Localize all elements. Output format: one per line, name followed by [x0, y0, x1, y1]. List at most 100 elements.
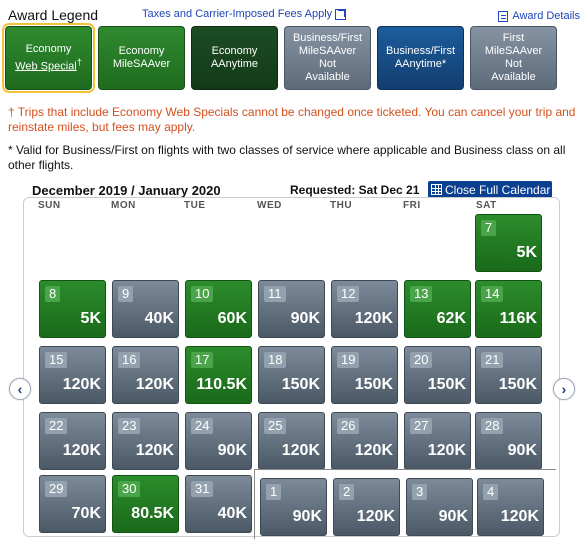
award-legend: Economy Web Special† Economy MileSAAver …: [2, 23, 557, 93]
calendar-day-cell[interactable]: 2 120K: [333, 478, 400, 536]
business-first-note: * Valid for Business/First on flights wi…: [8, 143, 566, 172]
calendar-day-cell[interactable]: 19 150K: [331, 346, 398, 404]
calendar-day-cell[interactable]: 29 70K: [39, 475, 106, 533]
miles-value: 120K: [135, 442, 174, 459]
miles-value: 90K: [290, 310, 320, 327]
day-number: 21: [481, 352, 504, 368]
legend-line: Business/First: [292, 32, 363, 44]
calendar-month-label: December 2019 / January 2020: [32, 183, 221, 198]
legend-business-milesaaver[interactable]: Business/First MileSAAver Not Available: [284, 26, 371, 90]
miles-value: 120K: [281, 442, 320, 459]
day-number: 29: [45, 481, 68, 497]
calendar-day-cell[interactable]: 31 40K: [185, 475, 252, 533]
calendar-day-cell[interactable]: 8 5K: [39, 280, 106, 338]
calendar-day-cell[interactable]: 1 90K: [260, 478, 327, 536]
day-number: 28: [481, 418, 504, 434]
miles-value: 90K: [292, 508, 322, 525]
miles-value: 90K: [507, 442, 537, 459]
miles-value: 90K: [438, 508, 468, 525]
legend-line: MileSAAver: [298, 45, 357, 57]
calendar-day-cell[interactable]: 27 120K: [404, 412, 471, 470]
miles-value: 70K: [71, 505, 101, 522]
legend-line: Economy: [211, 45, 258, 57]
weekday-label: SUN: [38, 200, 61, 211]
legend-first-milesaaver[interactable]: First MileSAAver Not Available: [470, 26, 557, 90]
miles-value: 110.5K: [196, 376, 247, 393]
day-number: 7: [481, 220, 497, 236]
day-number: 9: [118, 286, 134, 302]
legend-line: Available: [491, 71, 536, 83]
calendar-day-cell[interactable]: 23 120K: [112, 412, 179, 470]
calendar-day-cell[interactable]: 4 120K: [477, 478, 544, 536]
miles-value: 150K: [354, 376, 393, 393]
day-number: 22: [45, 418, 68, 434]
legend-economy-web-special[interactable]: Economy Web Special†: [2, 23, 95, 93]
day-number: 27: [410, 418, 433, 434]
legend-line: Web Special: [15, 60, 77, 73]
legend-line: Not: [504, 58, 523, 70]
miles-value: 120K: [354, 310, 393, 327]
day-number: 1: [266, 484, 282, 500]
taxes-fees-link[interactable]: Taxes and Carrier-Imposed Fees Apply: [142, 8, 347, 20]
calendar-day-cell[interactable]: 22 120K: [39, 412, 106, 470]
legend-line: Economy: [25, 42, 72, 55]
external-link-icon: [335, 8, 347, 20]
calendar-day-cell[interactable]: 16 120K: [112, 346, 179, 404]
calendar-day-cell[interactable]: 28 90K: [475, 412, 542, 470]
miles-value: 116K: [499, 310, 537, 327]
calendar-day-cell[interactable]: 21 150K: [475, 346, 542, 404]
calendar-day-cell[interactable]: 18 150K: [258, 346, 325, 404]
day-number: 24: [191, 418, 214, 434]
day-number: 13: [410, 286, 433, 302]
weekday-label: MON: [111, 200, 136, 211]
weekday-label: THU: [330, 200, 353, 211]
calendar-day-cell[interactable]: 14 116K: [475, 280, 542, 338]
close-calendar-label: Close Full Calendar: [445, 182, 551, 197]
weekday-label: SAT: [476, 200, 497, 211]
calendar-day-cell[interactable]: 24 90K: [185, 412, 252, 470]
miles-value: 5K: [516, 244, 537, 261]
close-full-calendar-button[interactable]: Close Full Calendar: [428, 181, 552, 198]
calendar-day-cell[interactable]: 9 40K: [112, 280, 179, 338]
calendar-day-cell[interactable]: 17 110.5K: [185, 346, 252, 404]
miles-value: 60K: [217, 310, 247, 327]
day-number: 12: [337, 286, 360, 302]
calendar-day-cell[interactable]: 20 150K: [404, 346, 471, 404]
miles-value: 120K: [354, 442, 393, 459]
miles-value: 120K: [62, 376, 101, 393]
miles-value: 120K: [427, 442, 466, 459]
calendar-day-cell[interactable]: 25 120K: [258, 412, 325, 470]
month-divider: [254, 469, 556, 470]
month-divider: [254, 469, 255, 539]
day-number: 10: [191, 286, 214, 302]
calendar-day-cell[interactable]: 30 80.5K: [112, 475, 179, 533]
miles-value: 150K: [498, 376, 537, 393]
calendar-day-cell[interactable]: 3 90K: [406, 478, 473, 536]
day-number: 11: [264, 286, 286, 302]
miles-value: 90K: [217, 442, 247, 459]
day-number: 25: [264, 418, 287, 434]
calendar-day-cell[interactable]: 7 5K: [475, 214, 542, 272]
legend-line: Economy: [118, 45, 165, 57]
calendar-day-cell[interactable]: 26 120K: [331, 412, 398, 470]
chevron-left-icon: ‹: [17, 381, 23, 397]
calendar-day-cell[interactable]: 11 90K: [258, 280, 325, 338]
legend-business-aanytime[interactable]: Business/First AAnytime*: [377, 26, 464, 90]
legend-line: Not: [318, 58, 337, 70]
award-details-link[interactable]: Award Details: [498, 10, 580, 22]
next-arrow-button[interactable]: ›: [553, 378, 575, 400]
miles-value: 120K: [135, 376, 174, 393]
legend-line: Available: [305, 71, 350, 83]
calendar-day-cell[interactable]: 13 62K: [404, 280, 471, 338]
requested-date: Requested: Sat Dec 21: [290, 183, 420, 197]
miles-value: 80.5K: [131, 505, 174, 522]
legend-economy-aanytime[interactable]: Economy AAnytime: [191, 26, 278, 90]
calendar-day-cell[interactable]: 10 60K: [185, 280, 252, 338]
calendar-icon: [431, 184, 442, 195]
previous-arrow-button[interactable]: ‹: [9, 378, 31, 400]
calendar-day-cell[interactable]: 15 120K: [39, 346, 106, 404]
legend-economy-milesaaver[interactable]: Economy MileSAAver: [98, 26, 185, 90]
calendar-day-cell[interactable]: 12 120K: [331, 280, 398, 338]
day-number: 16: [118, 352, 141, 368]
miles-value: 5K: [80, 310, 101, 327]
